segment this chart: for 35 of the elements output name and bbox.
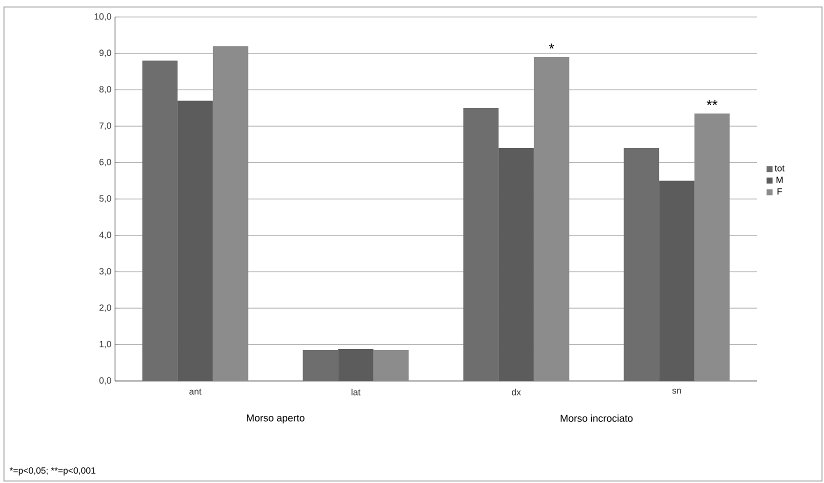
y-tick-label: 7,0 [99, 122, 112, 130]
bar [142, 60, 178, 381]
bar [694, 113, 730, 381]
bar [534, 57, 570, 381]
bar [659, 180, 694, 381]
y-tick-label: 10,0 [94, 13, 112, 21]
bar [463, 108, 499, 381]
bar [178, 100, 213, 381]
text: Morso incrociato [560, 414, 633, 422]
bar [498, 148, 534, 381]
y-tick-label: 6,0 [99, 158, 112, 166]
x-tick-label: ant [189, 388, 202, 395]
y-tick-label: 1,0 [100, 340, 112, 348]
legend-label: tot [774, 165, 784, 172]
bar [373, 350, 409, 381]
legend-label: F [778, 188, 782, 195]
x-tick-label: lat [352, 388, 360, 396]
x-tick-label: dx [512, 388, 521, 396]
y-tick-label: 8,0 [99, 86, 112, 94]
x-tick-label: sn [672, 388, 681, 394]
y-tick-label: 0,0 [99, 377, 112, 385]
y-tick-label: 9,0 [99, 50, 112, 58]
bar [338, 348, 374, 381]
y-tick-label: 3,0 [99, 268, 112, 276]
y-tick-label: 5,0 [99, 195, 112, 203]
text: *=p<0,05; **=p<0,001 [10, 467, 96, 476]
bar [624, 148, 660, 381]
bar [212, 46, 248, 381]
y-tick-label: 4,0 [99, 232, 112, 240]
text: Morso aperto [246, 414, 304, 424]
annotation: * [549, 44, 554, 49]
bar [302, 350, 338, 381]
annotation: ** [706, 100, 718, 106]
legend-label: M [776, 176, 783, 183]
y-tick-label: 2,0 [99, 304, 112, 312]
